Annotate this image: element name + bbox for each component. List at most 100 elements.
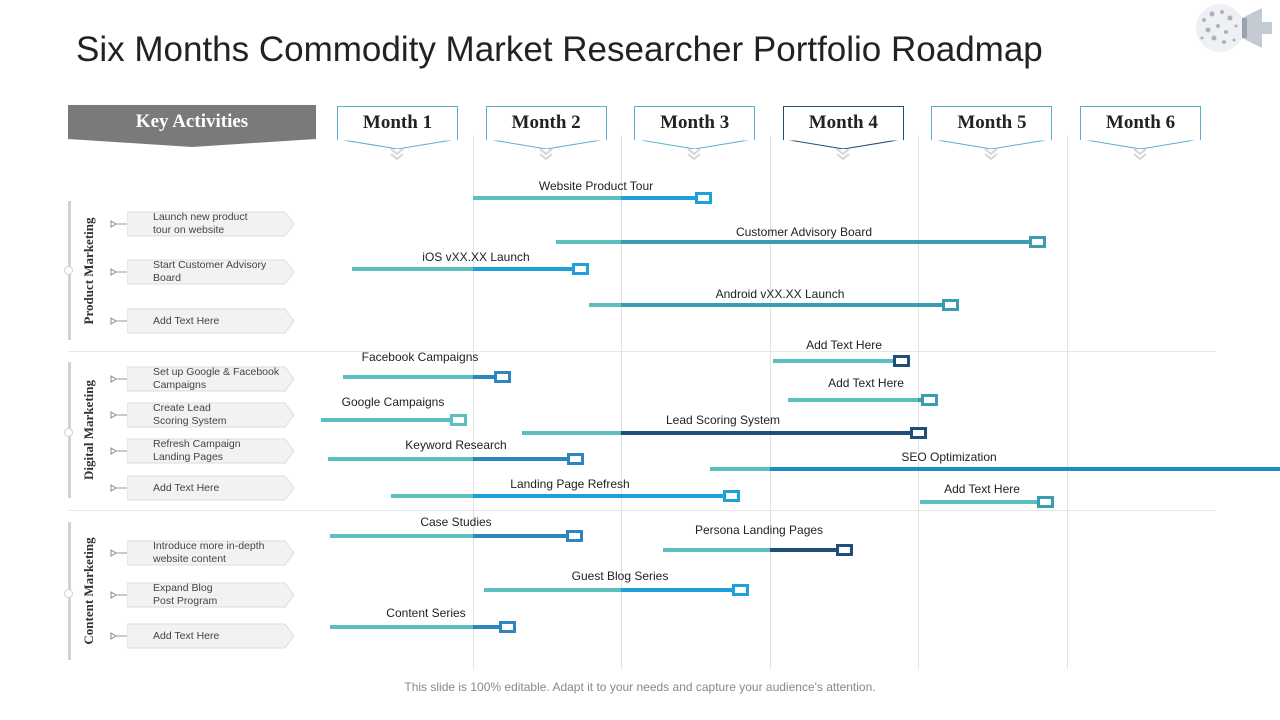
milestone-marker [1036, 496, 1054, 508]
chevron-down-icon [836, 148, 850, 160]
timeline-bar-label: Keyword Research [405, 438, 507, 452]
timeline-bar [352, 267, 580, 271]
milestone-marker [571, 263, 589, 275]
activity-item: Set up Google & Facebook Campaigns [127, 366, 295, 392]
activity-item: Launch new product tour on website [127, 211, 295, 237]
timeline-bar-segment [621, 588, 741, 592]
milestone-marker [494, 371, 512, 383]
timeline-bar-label: Customer Advisory Board [735, 225, 873, 239]
timeline-bar [343, 375, 503, 379]
timeline-bar-segment [472, 267, 580, 271]
timeline-bar [919, 500, 1045, 504]
chevron-down-icon [984, 148, 999, 160]
timeline-bar-label: iOS vXX.XX Launch [422, 250, 530, 264]
timeline-bar [484, 588, 741, 592]
section-label: Digital Marketing [81, 380, 96, 481]
milestone-marker [567, 453, 585, 465]
timeline-bar-segment [472, 534, 574, 538]
timeline-bar [321, 418, 458, 422]
activity-label: Refresh Campaign Landing Pages [153, 438, 241, 463]
section-label: Product Marketing [81, 217, 96, 324]
month-header-2: Month 2 [485, 106, 607, 140]
timeline-bar-segment [484, 588, 622, 592]
timeline-bar-segment [472, 375, 503, 379]
section-bracket-dot [64, 428, 73, 437]
milestone-marker [910, 427, 928, 439]
milestone-marker [565, 530, 583, 542]
timeline-bar-segment [472, 494, 732, 498]
timeline-bar-segment [521, 431, 622, 435]
month-divider-line [918, 135, 919, 669]
milestone-marker [892, 355, 910, 367]
timeline-bar-label: Guest Blog Series [571, 569, 669, 583]
page-title: Six Months Commodity Market Researcher P… [76, 30, 1043, 69]
activity-label: Add Text Here [153, 481, 220, 494]
key-activities-header: Key Activities [68, 105, 316, 139]
month-header-5: Month 5 [931, 106, 1053, 140]
activity-arrow-shape [127, 623, 295, 649]
month-header-pointer [782, 139, 904, 149]
timeline-bar-segment [588, 303, 622, 307]
timeline-bar-segment [769, 548, 845, 552]
milestone-marker [694, 192, 712, 204]
timeline-bar-label: Lead Scoring System [665, 413, 781, 427]
activity-arrow-shape [127, 308, 295, 334]
month-header-pointer [931, 139, 1053, 149]
activity-arrow-shape [127, 582, 295, 608]
timeline-bar [390, 494, 732, 498]
timeline-bar-label: SEO Optimization [901, 450, 997, 464]
month-divider-line [473, 135, 474, 669]
timeline-bar-segment [390, 494, 473, 498]
timeline-bar [472, 196, 703, 200]
milestone-marker [732, 584, 750, 596]
activity-label: Start Customer Advisory Board [153, 259, 267, 284]
timeline-bar-label: Case Studies [420, 515, 492, 529]
megaphone-logo-icon [1196, 4, 1272, 52]
timeline-bar-label: Add Text Here [944, 482, 1020, 496]
section-bracket-dot [64, 266, 73, 275]
month-header-pointer [1080, 139, 1201, 149]
activity-label: Create Lead Scoring System [153, 402, 227, 427]
timeline-bar [329, 534, 574, 538]
timeline-bar-label: Content Series [386, 606, 466, 620]
activity-item: Start Customer Advisory Board [127, 259, 295, 285]
month-header-6: Month 6 [1080, 106, 1201, 140]
timeline-bar-segment [328, 457, 473, 461]
section-divider-line [68, 510, 1216, 511]
section-label: Content Marketing [81, 537, 96, 645]
timeline-bar-segment [323, 418, 458, 422]
activity-arrow-shape [127, 540, 295, 566]
section-bracket-dot [64, 589, 73, 598]
timeline-bar-segment [662, 548, 770, 552]
timeline-bar-label: Google Campaigns [341, 395, 445, 409]
activity-item: Add Text Here [127, 623, 295, 649]
milestone-marker [1029, 236, 1047, 248]
timeline-bar-segment [769, 467, 1280, 471]
activity-label: Add Text Here [153, 314, 220, 327]
timeline-bar-label: Facebook Campaigns [361, 350, 479, 364]
timeline-bar-segment [621, 303, 950, 307]
timeline-bar-label: Landing Page Refresh [510, 477, 630, 491]
milestone-marker [941, 299, 959, 311]
milestone-marker [723, 490, 741, 502]
activity-label: Add Text Here [153, 629, 220, 642]
timeline-bar-label: Website Product Tour [538, 179, 654, 193]
month-divider-line [621, 135, 622, 669]
activity-item: Create Lead Scoring System [127, 402, 295, 428]
timeline-bar-segment [787, 398, 919, 402]
timeline-bar-segment [329, 625, 473, 629]
month-header-1: Month 1 [337, 106, 458, 140]
activity-item: Refresh Campaign Landing Pages [127, 438, 295, 464]
timeline-bar [772, 359, 901, 363]
milestone-marker [920, 394, 938, 406]
timeline-bar-segment [321, 418, 324, 422]
month-header-pointer [485, 139, 607, 149]
activity-arrow-shape [127, 259, 295, 285]
activity-label: Expand Blog Post Program [153, 582, 218, 607]
activity-item: Add Text Here [127, 475, 295, 501]
section-divider-line [68, 351, 1216, 352]
milestone-marker [449, 414, 467, 426]
chevron-down-icon [538, 148, 553, 160]
month-header-3: Month 3 [634, 106, 756, 140]
activity-item: Expand Blog Post Program [127, 582, 295, 608]
